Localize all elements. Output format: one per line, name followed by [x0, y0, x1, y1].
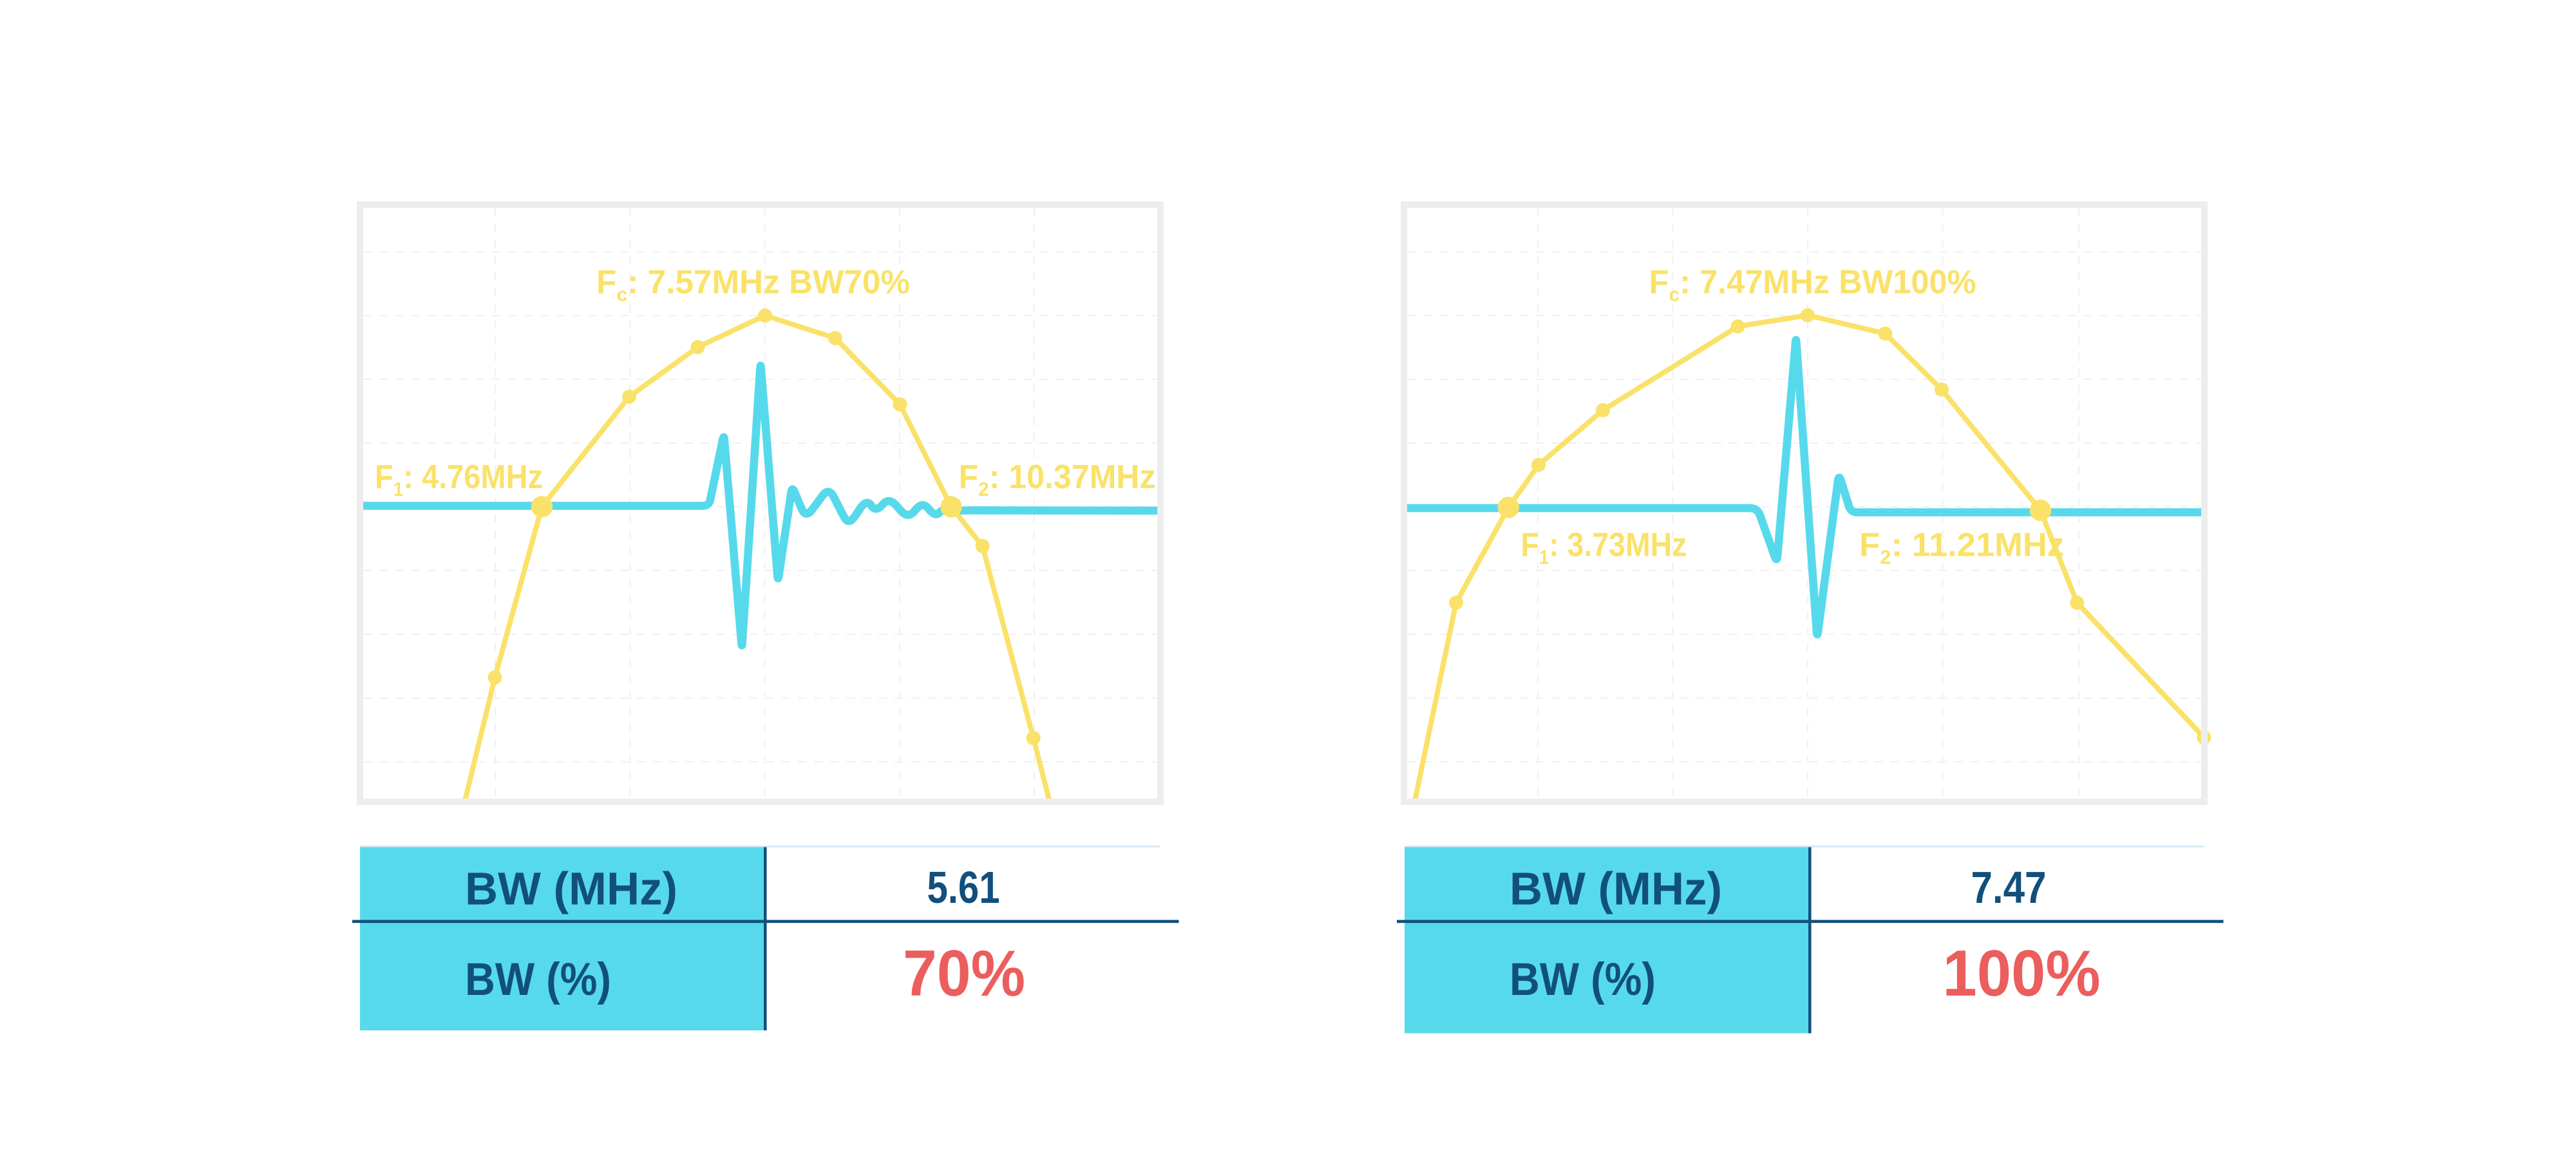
svg-text:F1: 3.73MHz: F1: 3.73MHz: [1520, 527, 1687, 569]
svg-text:F2: 10.37MHz: F2: 10.37MHz: [959, 459, 1156, 500]
svg-text:100%: 100%: [1943, 938, 2101, 1010]
svg-text:5.61: 5.61: [927, 862, 1000, 913]
svg-text:Fc: 7.47MHz BW100%: Fc: 7.47MHz BW100%: [1649, 263, 1976, 305]
svg-text:BW (%): BW (%): [1510, 954, 1656, 1005]
svg-text:BW (%): BW (%): [465, 954, 611, 1005]
svg-text:Fc: 7.57MHz BW70%: Fc: 7.57MHz BW70%: [596, 264, 910, 306]
svg-text:BW (MHz): BW (MHz): [465, 864, 677, 915]
svg-text:70%: 70%: [903, 938, 1025, 1010]
svg-text:7.47: 7.47: [1971, 862, 2047, 913]
svg-text:F1: 4.76MHz: F1: 4.76MHz: [375, 459, 543, 500]
svg-text:BW (MHz): BW (MHz): [1510, 864, 1722, 915]
svg-text:F2: 11.21MHz: F2: 11.21MHz: [1859, 527, 2064, 569]
